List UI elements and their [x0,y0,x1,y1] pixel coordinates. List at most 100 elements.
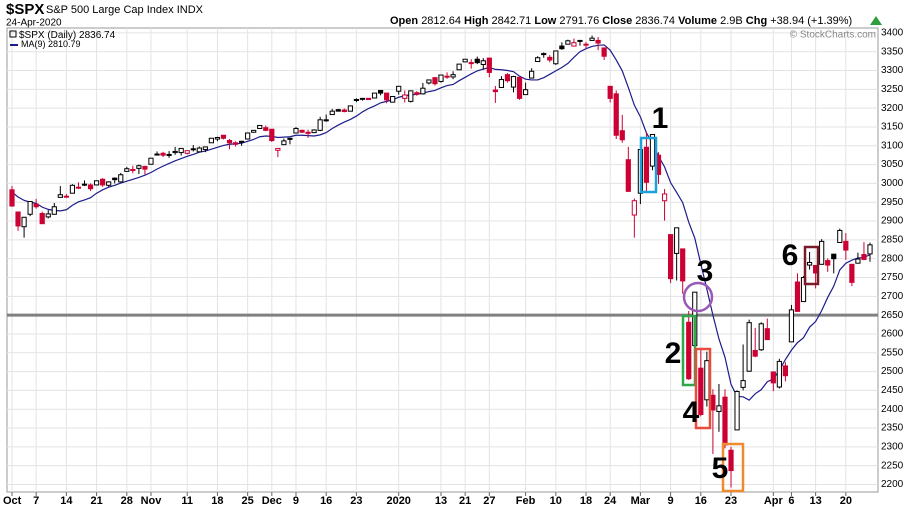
candle-body [686,321,692,380]
open-value: 2812.64 [421,15,461,27]
candle-body [160,152,166,156]
candle-body [595,39,601,44]
candle-body [704,360,710,401]
candle-body [432,77,438,85]
candle-body [462,58,468,63]
grid: 2200 2250 2300 2350 2400 2450 2500 2550 2600 2650… [3,28,904,507]
candle-body [27,200,33,215]
ma-line [11,44,871,401]
candle-body [317,119,323,131]
candle-body [45,213,51,218]
candle-body [202,146,208,151]
chg-label: Chg [746,15,767,27]
y-tick-label: 2200 [881,479,904,490]
candle-body [698,367,704,415]
candle-body [15,211,21,227]
legend-price-value: 2836.74 [79,30,116,41]
candle-body [800,276,807,303]
x-tick-label: Mar [631,495,651,507]
candle-body [535,57,541,62]
legend-ma-name: MA(9) [21,39,46,49]
candle-body [631,200,637,216]
y-tick-label: 2800 [881,253,904,264]
candle-body [245,132,251,140]
candle-body [190,148,196,151]
candle-body [734,391,740,431]
exchange: INDX [177,4,204,16]
candle-body [63,195,69,198]
high-value: 2842.71 [492,15,532,27]
candle-body [208,137,214,144]
x-tick-label: 21 [459,495,471,507]
y-tick-label: 2550 [881,347,904,358]
x-tick-label: 20 [840,495,852,507]
candle-body [100,178,106,186]
candle-body [776,360,782,388]
annotation-label: 5 [712,452,729,485]
annotation-box [694,347,712,430]
x-tick-label: 9 [293,495,299,507]
candle-body [722,396,728,446]
candle-body [752,350,758,357]
y-tick-label: 2400 [881,404,904,415]
annotations [639,136,820,493]
up-arrow [870,16,882,25]
candle-body [269,128,275,142]
candle-body [806,261,813,266]
annotation-circle [682,281,714,313]
candle-body [214,137,221,140]
candle-body [456,63,462,71]
candle-body [106,181,112,186]
candle-body [81,183,88,186]
candle-body [831,253,837,260]
candle-body [178,147,184,154]
x-tick-label: 18 [580,495,592,507]
y-tick-label: 2650 [881,310,904,321]
candle-body [39,213,45,225]
candle-body [510,76,517,88]
candle-body [154,153,160,156]
x-tick-label: 13 [809,495,821,507]
high-label: High [464,15,489,27]
candle-body [124,168,130,172]
candle-body [112,177,118,181]
candle-body [9,189,15,207]
candle-body [855,258,861,264]
candle-body [710,394,716,411]
candle-body [130,168,136,171]
candle-body [758,323,764,351]
x-tick-label: 9 [668,495,674,507]
candle-body [87,184,94,190]
annotation-box [639,136,658,194]
y-tick-label: 3100 [881,140,904,151]
legend-price-name: $SPX (Daily) [19,30,76,41]
candle-body [516,76,523,99]
candle-body [480,60,486,66]
candle-body [498,79,505,88]
symbol: $SPX [6,1,44,18]
candle-body [263,127,269,131]
close-label: Close [602,15,632,27]
candle-body [468,62,474,65]
candle-body [118,174,124,183]
candle-body [196,147,202,153]
candle-body [661,193,668,202]
candle-body [402,94,408,99]
candle-body [293,127,299,134]
x-tick-label: Feb [516,495,536,507]
candle-body [172,150,178,154]
close-value: 2836.74 [635,15,675,27]
y-tick-label: 2950 [881,197,904,208]
candle-body [329,110,335,116]
x-tick-label: 27 [483,495,495,507]
candle-body [782,365,789,377]
candle-body [788,309,795,343]
candle-body [420,87,426,95]
y-tick-label: 2850 [881,235,904,246]
candle-body [371,92,378,99]
candle-body [837,229,843,244]
candle-body [33,203,39,208]
y-tick-label: 2350 [881,423,904,434]
